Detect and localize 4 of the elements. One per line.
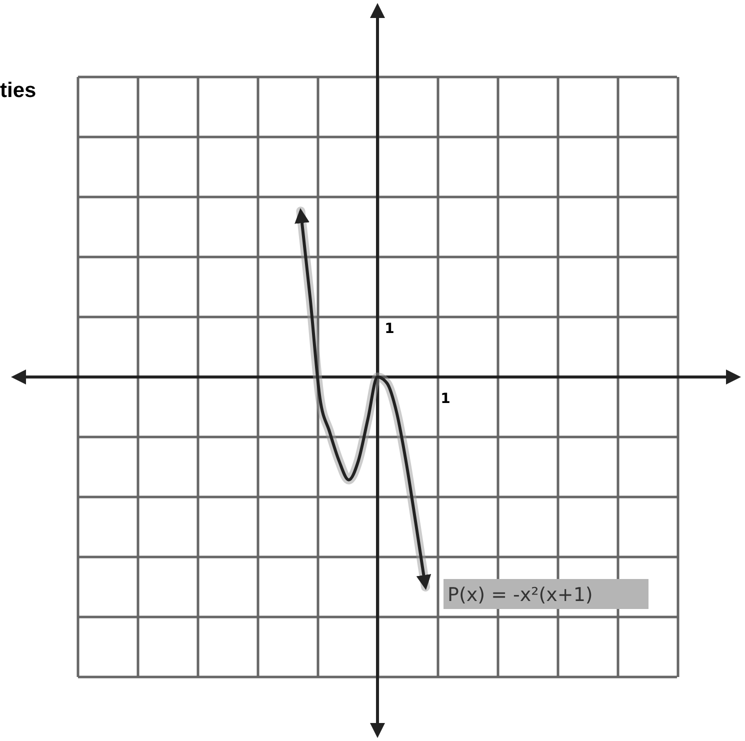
series-label: P(x) = -x²(x+1): [448, 584, 593, 606]
text: ties: [0, 79, 36, 102]
annotation: 1: [384, 321, 394, 337]
text: 1: [440, 391, 450, 407]
